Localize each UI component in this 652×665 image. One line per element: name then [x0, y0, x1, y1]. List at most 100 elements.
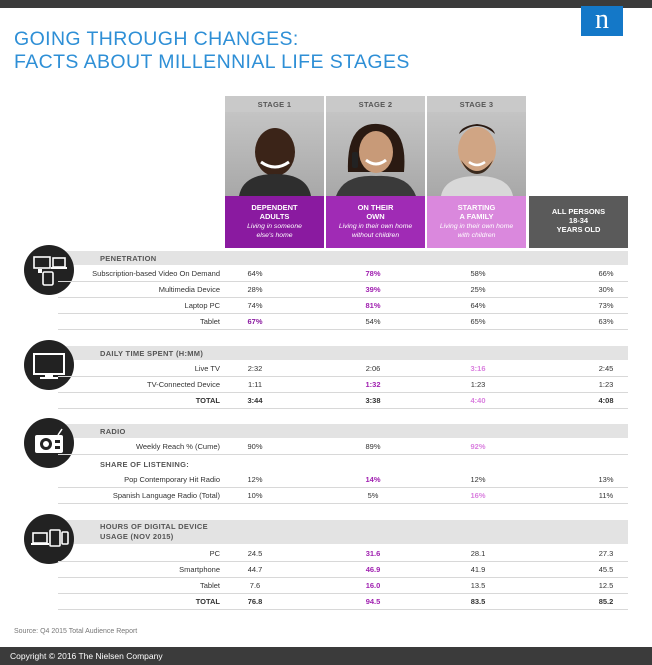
stage-2-value: 78%	[365, 269, 381, 278]
stage-1-value: 3:44	[247, 396, 263, 405]
source-note: Source: Q4 2015 Total Audience Report	[14, 628, 138, 635]
title-line-1: GOING THROUGH CHANGES:	[14, 28, 299, 50]
table-row: Laptop PC 74% 81% 64% 73%	[58, 298, 628, 314]
table-row: Pop Contemporary Hit Radio 12% 14% 12% 1…	[58, 472, 628, 488]
stage-2-value: 46.9	[365, 565, 381, 574]
table-row: TV-Connected Device 1:11 1:32 1:23 1:23	[58, 377, 628, 393]
tv-icon	[24, 340, 74, 390]
page-title: GOING THROUGH CHANGES: FACTS ABOUT MILLE…	[14, 28, 410, 74]
all-persons-value: 27.3	[598, 549, 614, 558]
all-persons-value: 2:45	[598, 364, 614, 373]
table-row-total: TOTAL 3:44 3:38 4:40 4:08	[58, 393, 628, 409]
row-label: TOTAL	[195, 597, 220, 606]
row-label: Tablet	[199, 317, 220, 326]
stage-2-value: 31.6	[365, 549, 381, 558]
stage-1-value: 74%	[247, 301, 263, 310]
devices-icon	[24, 245, 74, 295]
row-label: TOTAL	[195, 396, 220, 405]
all-persons-value: 4:08	[598, 396, 614, 405]
stage-2-sub-line-1: Living in their own home	[338, 223, 413, 230]
stage-1-photo	[225, 112, 324, 196]
all-persons-value: 63%	[598, 317, 614, 326]
table-row: Subscription-based Video On Demand 64% 7…	[58, 266, 628, 282]
row-label: Live TV	[194, 364, 220, 373]
all-persons-line-1: ALL PERSONS	[551, 207, 606, 216]
stage-2-value: 1:32	[365, 380, 381, 389]
all-persons-value: 11%	[598, 491, 614, 500]
stage-1-value: 1:11	[247, 380, 263, 389]
stage-2-name-line-1: ON THEIR	[357, 203, 394, 212]
stage-3-photo	[427, 112, 526, 196]
stage-1-value: 10%	[247, 491, 263, 500]
stage-3-description: STARTING A FAMILY Living in their own hom…	[427, 196, 526, 248]
nielsen-logo: n	[581, 6, 623, 36]
row-label: Multimedia Device	[158, 285, 220, 294]
stage-3-value: 64%	[470, 301, 486, 310]
all-persons-value: 73%	[598, 301, 614, 310]
stage-3-value: 4:40	[470, 396, 486, 405]
stage-1-sub-line-1: Living in someone	[247, 223, 302, 230]
all-persons-value: 66%	[598, 269, 614, 278]
stage-3-name-line-1: STARTING	[457, 203, 496, 212]
table-row: Tablet 67% 54% 65% 63%	[58, 314, 628, 330]
footer-bar	[0, 647, 652, 665]
stage-2-value: 89%	[365, 442, 381, 451]
share-of-listening-subheader: SHARE OF LISTENING:	[100, 460, 190, 469]
person-icon	[239, 128, 311, 196]
stage-1-header: STAGE 1	[225, 96, 324, 196]
table-row: PC 24.5 31.6 28.1 27.3	[58, 546, 628, 562]
row-label: Laptop PC	[184, 301, 220, 310]
penetration-title: PENETRATION	[100, 254, 157, 263]
stage-2-value: 14%	[365, 475, 381, 484]
all-persons-header: ALL PERSONS 18-34 YEARS OLD	[529, 196, 628, 248]
stage-1-value: 76.8	[247, 597, 263, 606]
stage-3-value: 16%	[470, 491, 486, 500]
digital-usage-header: HOURS OF DIGITAL DEVICE USAGE (NOV 2015)	[58, 520, 628, 544]
stage-2-value: 3:38	[365, 396, 381, 405]
row-label: Smartphone	[179, 565, 220, 574]
stage-2-header: STAGE 2	[326, 96, 425, 196]
radio-header: RADIO	[58, 424, 628, 438]
stage-1-name-line-2: ADULTS	[259, 212, 290, 221]
person-icon	[441, 124, 513, 196]
top-bar	[0, 0, 652, 8]
stage-3-value: 1:23	[470, 380, 486, 389]
stage-3-value: 58%	[470, 269, 486, 278]
digital-usage-title-line-2: USAGE (NOV 2015)	[100, 532, 174, 541]
stage-1-value: 90%	[247, 442, 263, 451]
stage-3-label: STAGE 3	[459, 100, 494, 109]
stage-2-sub-line-2: without children	[351, 232, 400, 239]
person-icon	[336, 123, 416, 196]
table-row: Weekly Reach % (Cume) 90% 89% 92%	[58, 439, 628, 455]
stage-2-value: 81%	[365, 301, 381, 310]
stage-2-value: 2:06	[365, 364, 381, 373]
table-row: Multimedia Device 28% 39% 25% 30%	[58, 282, 628, 298]
digital-devices-icon	[24, 514, 74, 564]
row-label: Weekly Reach % (Cume)	[135, 442, 220, 451]
table-row: Smartphone 44.7 46.9 41.9 45.5	[58, 562, 628, 578]
stage-2-value: 39%	[365, 285, 381, 294]
radio-icon	[24, 418, 74, 468]
daily-time-title: DAILY TIME SPENT (H:MM)	[100, 349, 204, 358]
row-label: Tablet	[199, 581, 220, 590]
stage-1-value: 24.5	[247, 549, 263, 558]
stage-2-description: ON THEIR OWN Living in their own home with…	[326, 196, 425, 248]
stage-3-value: 41.9	[470, 565, 486, 574]
stage-2-name-line-2: OWN	[366, 212, 385, 221]
stage-2-value: 5%	[367, 491, 379, 500]
stage-1-description: DEPENDENT ADULTS Living in someone else's …	[225, 196, 324, 248]
stage-1-value: 2:32	[247, 364, 263, 373]
stage-3-value: 3:16	[470, 364, 486, 373]
stage-1-value: 12%	[247, 475, 263, 484]
stage-1-sub-line-2: else's home	[256, 232, 293, 239]
stage-3-header: STAGE 3	[427, 96, 526, 196]
table-row-total: TOTAL 76.8 94.5 83.5 85.2	[58, 594, 628, 610]
row-label: TV-Connected Device	[147, 380, 220, 389]
all-persons-value: 12.5	[598, 581, 614, 590]
daily-time-header: DAILY TIME SPENT (H:MM)	[58, 346, 628, 360]
stage-2-value: 94.5	[365, 597, 381, 606]
table-row: Spanish Language Radio (Total) 10% 5% 16…	[58, 488, 628, 504]
table-row: Live TV 2:32 2:06 3:16 2:45	[58, 361, 628, 377]
stage-1-value: 44.7	[247, 565, 263, 574]
row-label: Subscription-based Video On Demand	[92, 269, 220, 278]
